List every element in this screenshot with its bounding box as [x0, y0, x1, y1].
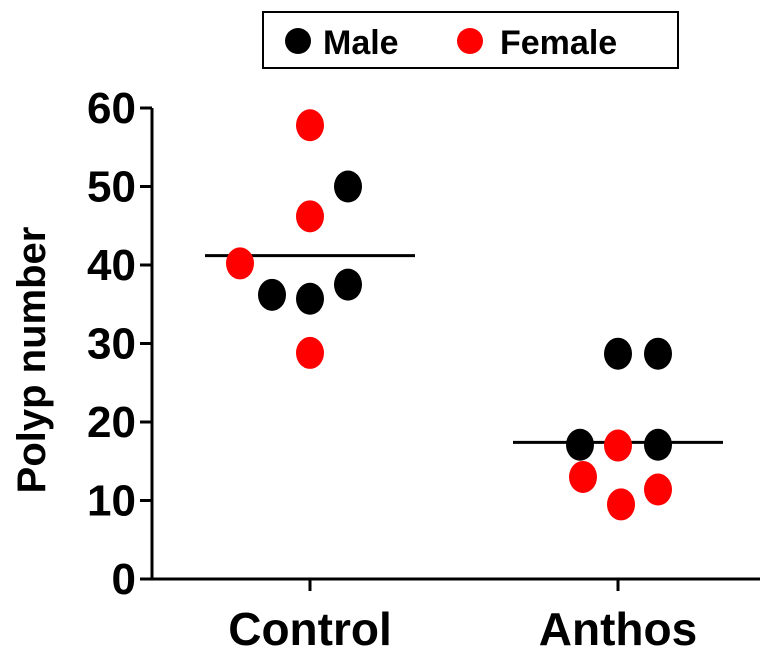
- data-point-female: [296, 109, 324, 142]
- data-point-female: [604, 429, 632, 462]
- x-category-label: Control: [228, 603, 392, 654]
- data-point-male: [644, 428, 672, 461]
- legend-marker-female: [457, 28, 483, 54]
- legend-label-female: Female: [500, 24, 617, 62]
- y-tick-label: 30: [87, 320, 136, 369]
- data-point-female: [569, 460, 597, 493]
- x-category-label: Anthos: [539, 603, 697, 654]
- data-points: [226, 109, 672, 521]
- data-point-male: [334, 268, 362, 301]
- x-ticks: Control Anthos: [228, 579, 697, 654]
- y-axis-title: Polyp number: [10, 227, 54, 494]
- data-point-male: [644, 337, 672, 370]
- legend-label-male: Male: [323, 24, 399, 62]
- y-tick-label: 40: [87, 241, 136, 290]
- data-point-female: [296, 336, 324, 369]
- y-tick-label: 50: [87, 163, 136, 212]
- y-tick-label: 60: [87, 84, 136, 133]
- data-point-male: [258, 278, 286, 311]
- y-tick-label: 0: [112, 555, 136, 604]
- data-point-female: [296, 200, 324, 233]
- y-tick-label: 20: [87, 398, 136, 447]
- legend: Male Female: [262, 11, 679, 69]
- data-point-female: [644, 473, 672, 506]
- data-point-male: [334, 170, 362, 203]
- data-point-female: [226, 247, 254, 280]
- y-ticks: 0 10 20 30 40 50 60: [87, 84, 152, 604]
- legend-marker-male: [285, 28, 311, 54]
- data-point-male: [296, 282, 324, 315]
- data-point-female: [607, 488, 635, 521]
- data-point-male: [604, 337, 632, 370]
- y-tick-label: 10: [87, 477, 136, 526]
- data-point-male: [566, 428, 594, 461]
